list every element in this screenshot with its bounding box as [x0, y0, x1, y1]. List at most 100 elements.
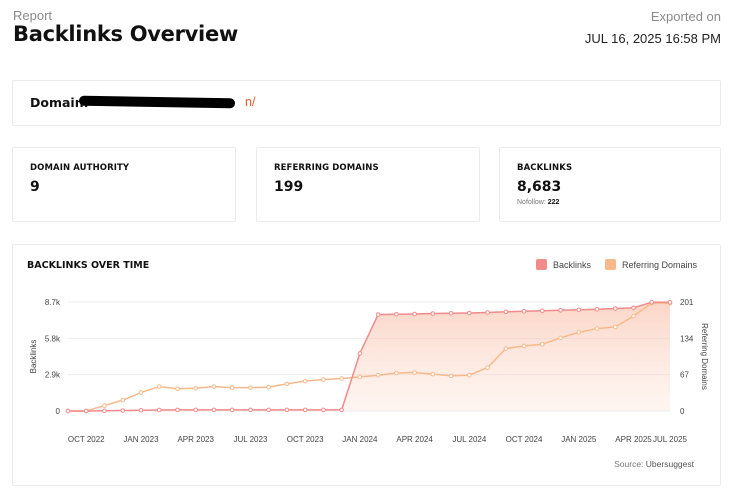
data-point-backlinks — [649, 299, 655, 305]
data-point-backlinks — [65, 408, 71, 414]
report-label: Report — [13, 8, 53, 23]
data-point-backlinks — [394, 311, 399, 317]
series-line-referring-domains — [68, 302, 670, 412]
x-axis-tick-label: JUL 2025 — [653, 435, 688, 444]
data-point-backlinks — [284, 407, 290, 413]
right-axis-tick-label: 0 — [680, 407, 685, 416]
data-point-backlinks — [576, 307, 582, 313]
data-point-backlinks — [430, 311, 436, 316]
data-point-referring-domains — [229, 385, 235, 390]
data-point-backlinks — [229, 407, 235, 413]
data-point-backlinks — [467, 310, 472, 316]
source-note: Source: Ubersuggest — [614, 459, 694, 469]
legend-swatch-referring-domains — [605, 259, 616, 270]
data-point-backlinks — [193, 407, 198, 413]
data-point-referring-domains — [521, 343, 527, 349]
right-axis-label: Referring Domains — [700, 323, 709, 390]
data-point-referring-domains — [448, 373, 454, 379]
exported-label: Exported on — [650, 9, 721, 24]
data-point-backlinks — [248, 407, 253, 413]
metric-card-domain-authority: DOMAIN AUTHORITY 9 — [12, 147, 236, 222]
left-axis-tick-label: 8.7k — [45, 298, 61, 307]
data-point-backlinks — [503, 309, 509, 315]
nofollow-count: Nofollow: 222 — [517, 199, 559, 206]
data-point-backlinks — [138, 407, 144, 413]
chart-title: BACKLINKS OVER TIME — [27, 260, 150, 271]
data-point-backlinks — [120, 408, 126, 413]
legend-label-referring-domains: Referring Domains — [622, 259, 698, 270]
data-point-referring-domains — [375, 372, 381, 378]
data-point-referring-domains — [558, 335, 563, 341]
domain-value[interactable]: n/ — [245, 95, 256, 109]
backlinks-over-time-panel: BACKLINKS OVER TIME Backlinks Referring … — [12, 244, 721, 486]
x-axis-tick-label: JAN 2025 — [561, 435, 597, 444]
metric-value: 8,683 — [517, 179, 562, 195]
left-axis-label: Backlinks — [29, 340, 38, 374]
data-point-referring-domains — [485, 365, 490, 370]
domain-label: Domain: — [30, 95, 89, 110]
right-axis-tick-label: 67 — [680, 371, 689, 380]
backlinks-area — [68, 302, 670, 411]
data-point-referring-domains — [357, 374, 363, 380]
data-point-backlinks — [448, 310, 454, 316]
x-axis-tick-label: JUL 2024 — [452, 435, 487, 444]
data-point-referring-domains — [266, 384, 271, 390]
data-point-backlinks — [83, 408, 89, 414]
x-axis-tick-label: OCT 2024 — [506, 435, 543, 444]
x-axis-tick-label: JAN 2024 — [342, 435, 378, 444]
legend-swatch-backlinks — [536, 259, 547, 270]
left-axis-tick-label: 5.8k — [45, 334, 61, 343]
data-point-referring-domains — [576, 330, 582, 335]
data-point-referring-domains — [138, 390, 144, 395]
legend-item-referring-domains[interactable]: Referring Domains — [605, 259, 697, 270]
data-point-backlinks — [485, 310, 490, 315]
data-point-referring-domains — [302, 378, 308, 384]
data-point-referring-domains — [612, 324, 618, 330]
data-point-referring-domains — [339, 376, 344, 381]
data-point-backlinks — [357, 351, 363, 356]
legend-item-backlinks[interactable]: Backlinks — [536, 259, 591, 270]
metric-card-backlinks: BACKLINKS 8,683 Nofollow: 222 — [499, 147, 721, 222]
data-point-referring-domains — [467, 372, 472, 378]
data-point-backlinks — [175, 407, 180, 413]
x-axis-tick-label: APR 2023 — [177, 435, 214, 444]
source-label: Source: — [614, 459, 644, 469]
data-point-referring-domains — [175, 386, 180, 392]
data-point-referring-domains — [102, 403, 107, 408]
x-axis-tick-label: APR 2024 — [396, 435, 433, 444]
data-point-backlinks — [339, 407, 344, 413]
data-point-referring-domains — [394, 370, 399, 376]
source-value: Ubersuggest — [645, 459, 694, 469]
data-point-backlinks — [667, 299, 673, 305]
data-point-referring-domains — [248, 385, 253, 390]
data-point-backlinks — [302, 407, 308, 413]
data-point-referring-domains — [412, 370, 417, 375]
metric-label: DOMAIN AUTHORITY — [30, 163, 130, 173]
exported-date: JUL 16, 2025 16:58 PM — [584, 31, 721, 46]
data-point-backlinks — [211, 407, 217, 413]
data-point-referring-domains — [631, 313, 636, 319]
data-point-referring-domains — [120, 397, 126, 403]
data-point-referring-domains — [594, 326, 600, 331]
data-point-referring-domains — [430, 371, 436, 377]
data-point-backlinks — [102, 408, 107, 414]
metric-label: BACKLINKS — [517, 163, 573, 173]
backlinks-chart: 0 2.9k 5.8k 8.7k 0 67 134 201 OCT 2022 JAN 2023 AP… — [29, 298, 709, 444]
x-axis-tick-label: OCT 2022 — [68, 435, 105, 444]
right-axis-tick-label: 201 — [680, 298, 694, 307]
metric-value: 199 — [274, 179, 304, 195]
legend-label-backlinks: Backlinks — [553, 259, 592, 270]
data-point-backlinks — [631, 305, 636, 311]
data-point-backlinks — [375, 312, 381, 317]
data-point-backlinks — [594, 306, 600, 312]
series-line-backlinks — [68, 301, 670, 412]
data-point-backlinks — [521, 308, 527, 314]
metric-card-referring-domains: REFERRING DOMAINS 199 — [256, 147, 480, 222]
x-axis-tick-label: APR 2025 — [615, 435, 652, 444]
nofollow-value: 222 — [547, 199, 560, 206]
x-axis-tick-label: JUL 2023 — [233, 435, 268, 444]
data-point-backlinks — [612, 306, 618, 311]
data-point-backlinks — [558, 307, 563, 313]
left-axis-tick-label: 0 — [56, 407, 61, 416]
nofollow-label: Nofollow: — [517, 199, 546, 206]
